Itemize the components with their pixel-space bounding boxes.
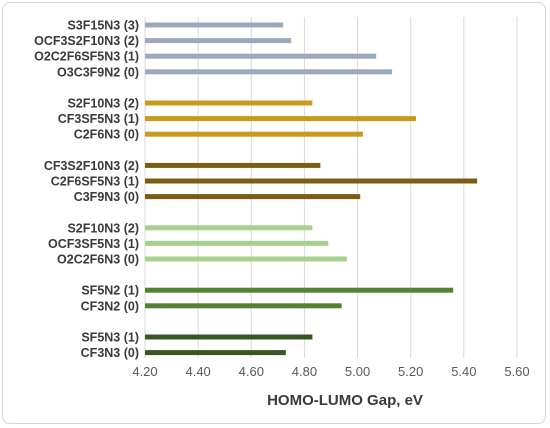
x-tick-label: 4.60 xyxy=(239,364,264,379)
bar xyxy=(145,69,393,75)
bar xyxy=(145,162,321,168)
category-label: CF3SF5N3 (1) xyxy=(58,112,139,126)
category-label: O2C2F6N3 (0) xyxy=(57,253,139,267)
x-tick-label: 4.80 xyxy=(292,364,317,379)
x-tick-label: 5.20 xyxy=(398,364,423,379)
category-label: C2F6SF5N3 (1) xyxy=(51,175,139,189)
bar xyxy=(145,178,478,184)
category-label: CF3N3 (0) xyxy=(81,346,139,360)
x-tick-label: 5.60 xyxy=(504,364,529,379)
bar xyxy=(145,303,342,309)
category-label: SF5N3 (1) xyxy=(81,331,139,345)
category-label: C2F6N3 (0) xyxy=(74,128,139,142)
category-label: CF3S2F10N3 (2) xyxy=(44,159,139,173)
x-tick-label: 4.20 xyxy=(132,364,157,379)
category-label: O2C2F6SF5N3 (1) xyxy=(34,50,139,64)
category-label: O3C3F9N2 (0) xyxy=(57,65,139,79)
category-label: OCF3S2F10N3 (2) xyxy=(34,34,139,48)
bar xyxy=(145,256,347,262)
bar xyxy=(145,350,286,356)
x-tick-labels: 4.20 4.40 4.60 4.80 5.00 5.20 5.40 5.60 xyxy=(132,364,529,379)
category-label: CF3N2 (0) xyxy=(81,299,139,313)
category-label: C3F9N3 (0) xyxy=(74,190,139,204)
category-labels: S3F15N3 (3)OCF3S2F10N3 (2) O2C2F6SF5N3 (1… xyxy=(34,19,139,361)
x-tick-label: 5.40 xyxy=(451,364,476,379)
category-label: SF5N2 (1) xyxy=(81,284,139,298)
x-tick-label: 4.40 xyxy=(185,364,210,379)
category-label: S2F10N3 (2) xyxy=(67,97,139,111)
bars xyxy=(145,22,478,356)
bar xyxy=(145,287,454,293)
bar xyxy=(145,116,417,122)
category-label: S2F10N3 (2) xyxy=(67,221,139,235)
bar xyxy=(145,53,377,59)
bar xyxy=(145,225,313,231)
bar xyxy=(145,100,313,106)
bar xyxy=(145,334,313,340)
bar xyxy=(145,22,284,28)
x-tick-label: 5.00 xyxy=(345,364,370,379)
category-label: S3F15N3 (3) xyxy=(67,19,139,33)
bar xyxy=(145,131,363,137)
bar xyxy=(145,194,361,200)
bar xyxy=(145,38,292,44)
x-axis-title: HOMO-LUMO Gap, eV xyxy=(267,392,423,409)
bar xyxy=(145,240,329,246)
category-label: OCF3SF5N3 (1) xyxy=(48,237,139,251)
